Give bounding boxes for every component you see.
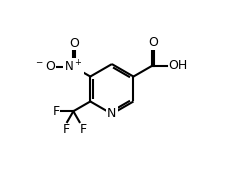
Text: $^-$O: $^-$O (34, 60, 56, 73)
Text: N$^+$: N$^+$ (64, 59, 83, 74)
Text: F: F (80, 123, 87, 136)
Text: F: F (53, 105, 60, 118)
Text: OH: OH (168, 59, 187, 72)
Text: O: O (148, 36, 158, 49)
Text: N: N (107, 107, 117, 121)
Text: O: O (69, 37, 79, 50)
Text: F: F (63, 123, 70, 136)
